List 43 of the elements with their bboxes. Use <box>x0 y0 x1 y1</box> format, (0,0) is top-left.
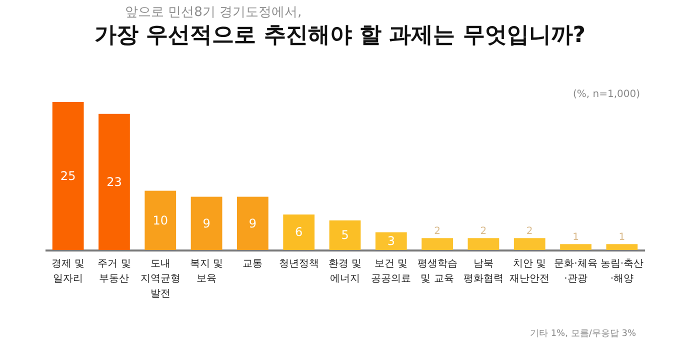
chart-subtitle: 앞으로 민선8기 경기도정에서, <box>125 4 302 21</box>
bar <box>52 102 84 250</box>
bar <box>560 244 592 250</box>
bar <box>375 232 407 250</box>
data-label: 2 <box>434 226 440 238</box>
data-label: 6 <box>295 225 303 240</box>
bar <box>606 244 638 250</box>
bar <box>98 114 130 250</box>
text: (%, n=1,000) <box>572 89 640 100</box>
x-tick-label: 문화·체육 ·관광 <box>554 258 598 284</box>
bar <box>422 238 453 250</box>
bar <box>190 196 222 250</box>
x-tick-label: 남북 평화협력 <box>463 258 504 284</box>
x-tick-label: 보건 및 공공의료 <box>371 258 412 284</box>
data-label: 25 <box>60 169 76 183</box>
x-tick-label: 청년정책 <box>278 258 319 270</box>
x-tick-label: 치안 및 재난안전 <box>510 258 550 284</box>
x-tick-label: 농림·축산 ·해양 <box>600 258 644 284</box>
data-label: 2 <box>480 226 487 238</box>
bar <box>468 238 500 250</box>
x-tick-label: 복지 및 보육 <box>190 258 224 284</box>
bar <box>283 214 315 250</box>
x-tick-label: 주거 및 부동산 <box>98 258 131 284</box>
bar <box>237 196 268 250</box>
data-label: 9 <box>202 216 210 230</box>
bar <box>514 238 546 250</box>
x-tick-label: 평생학습 및 교육 <box>417 258 458 284</box>
text: 기타 1%, 모름/무응답 3% <box>530 328 636 340</box>
bar <box>329 220 361 250</box>
x-tick-label: 환경 및 에너지 <box>328 258 362 284</box>
data-label: 2 <box>526 226 533 238</box>
data-label: 1 <box>572 232 579 244</box>
x-tick-label: 경제 및 일자리 <box>51 258 85 284</box>
data-label: 3 <box>387 234 395 248</box>
data-label: 10 <box>152 213 168 228</box>
bar <box>144 190 176 250</box>
data-label: 5 <box>341 228 349 242</box>
x-tick-label: 교통 <box>242 258 263 270</box>
x-tick-label: 도내 지역균형 발전 <box>140 258 180 300</box>
data-label: 1 <box>618 232 626 244</box>
data-label: 23 <box>106 174 122 189</box>
data-label: 9 <box>248 216 257 230</box>
chart-title: 가장 우선적으로 추진해야 할 과제는 무엇입니까? <box>93 22 587 50</box>
